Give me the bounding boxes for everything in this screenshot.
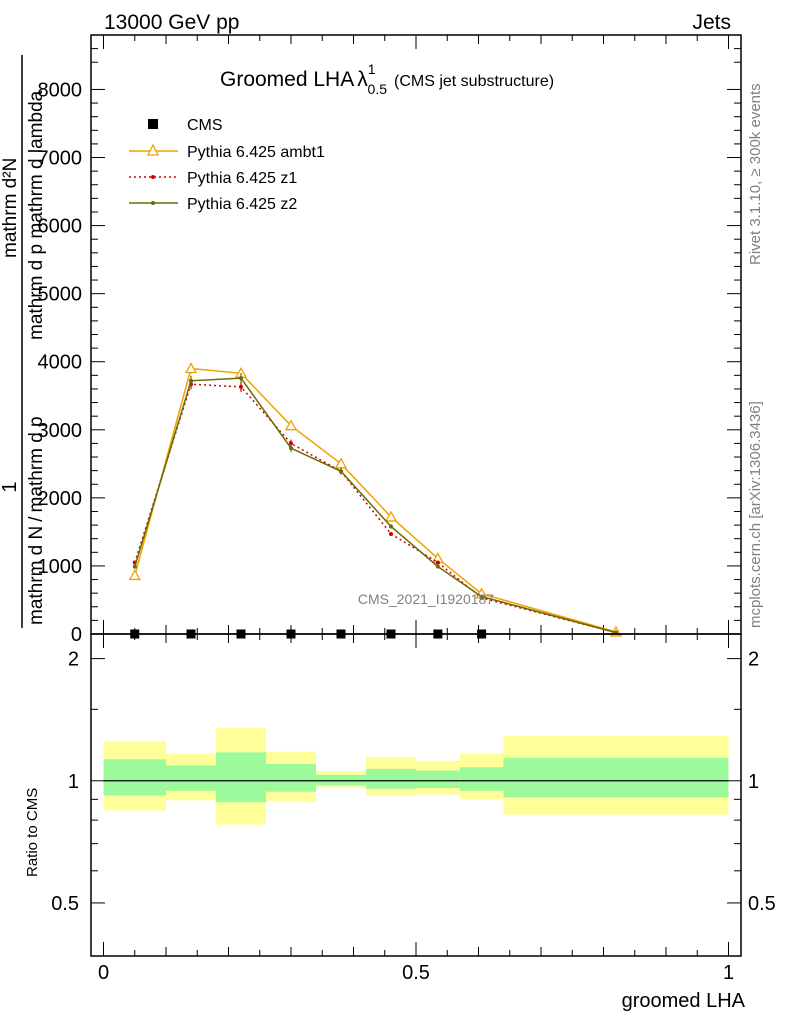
ratio-y-tick-label: 1 <box>68 771 79 793</box>
ratio-y-tick-label-right: 2 <box>748 649 759 671</box>
y-tick-label: 6000 <box>38 216 83 238</box>
legend-marker <box>146 143 160 156</box>
y-label-slash: / <box>26 516 47 522</box>
ratio-band-inner <box>366 768 416 789</box>
mcplots-site-label: mcplots.cern.ch [arXiv:1306.3436] <box>747 401 764 628</box>
data-point <box>435 560 440 565</box>
legend-item: Pythia 6.425 z2 <box>129 196 297 213</box>
ratio-band-inner <box>103 759 166 796</box>
legend-label: Pythia 6.425 ambt1 <box>187 144 325 161</box>
data-point <box>284 419 298 431</box>
y-tick-label: 7000 <box>38 148 83 170</box>
data-point <box>334 457 348 469</box>
rivet-version-label: Rivet 3.1.10, ≥ 300k events <box>747 83 764 265</box>
data-point <box>389 531 393 536</box>
title-note: (CMS jet substructure) <box>394 73 554 90</box>
data-point <box>239 384 243 389</box>
y-tick-label: 4000 <box>38 352 83 374</box>
y-tick-label: 8000 <box>38 79 83 101</box>
y-tick-label: 5000 <box>38 284 83 306</box>
data-point <box>479 594 484 599</box>
y-label-numerator-rest: mathrm d p mathrm d lambda <box>26 90 47 340</box>
ratio-band-inner <box>503 757 729 798</box>
ratio-band-inner <box>216 752 266 803</box>
ratio-ticks: 0.5 0.5 1 1 2 2 <box>51 634 776 956</box>
header-process-label: Jets <box>692 11 731 34</box>
legend-label: CMS <box>187 117 223 134</box>
data-point <box>128 569 141 581</box>
y-label-den-a: mathrm d N <box>26 526 47 625</box>
data-point <box>435 564 440 569</box>
legend-item: Pythia 6.425 z1 <box>129 170 297 187</box>
x-tick-label: 0 <box>98 962 109 984</box>
legend-marker <box>151 175 155 179</box>
y-label-numerator: mathrm d²N <box>0 158 21 258</box>
data-point <box>384 510 398 522</box>
y-label-den-b: mathrm d p <box>26 416 47 512</box>
data-point <box>239 376 243 381</box>
x-tick-label: 1 <box>723 962 734 984</box>
header-energy-label: 13000 GeV pp <box>104 11 239 34</box>
legend: CMS Pythia 6.425 ambt1 Pythia 6.425 z1 Pyth… <box>129 117 325 213</box>
main-series <box>128 362 623 639</box>
legend-marker <box>151 201 155 205</box>
ratio-frame <box>90 633 742 957</box>
main-y-ticks: 0 1000 2000 3000 4000 5000 6000 7000 8000 <box>38 35 741 646</box>
data-point <box>389 524 393 529</box>
legend-item: Pythia 6.425 ambt1 <box>129 143 325 161</box>
y-tick-label: 0 <box>71 624 82 646</box>
ratio-y-tick-label-right: 0.5 <box>748 893 776 915</box>
legend-item: CMS <box>148 117 223 134</box>
y-tick-label: 2000 <box>38 488 83 510</box>
main-y-axis-label: 1 mathrm d N / mathrm d p mathrm d²N mathr… <box>0 55 47 628</box>
y-label-denominator: mathrm d N / mathrm d p <box>26 416 47 625</box>
data-point <box>189 378 193 383</box>
legend-label: Pythia 6.425 z2 <box>187 196 297 213</box>
title-subscript: 0.5 <box>368 81 388 97</box>
y-label-one: 1 <box>0 481 21 492</box>
title-main: Groomed LHA <box>220 68 354 91</box>
data-point <box>339 469 343 474</box>
data-point <box>289 441 293 446</box>
title-superscript: 1 <box>368 61 376 77</box>
plot-title: Groomed LHA λ1 0.5 (CMS jet substructure) <box>220 61 554 97</box>
data-point <box>184 362 198 374</box>
y-tick-label: 1000 <box>38 556 83 578</box>
ratio-y-label: Ratio to CMS <box>24 788 41 877</box>
ratio-bands <box>103 727 729 825</box>
ratio-y-tick-label: 0.5 <box>51 893 79 915</box>
ratio-band-inner <box>266 763 316 792</box>
ratio-y-tick-label: 2 <box>68 649 79 671</box>
data-point <box>132 564 137 569</box>
x-tick-labels: 0 0.5 1 <box>98 962 734 984</box>
ratio-band-inner <box>459 767 504 791</box>
analysis-watermark: CMS_2021_I1920187 <box>358 591 494 607</box>
title-lambda: λ <box>357 68 368 91</box>
ratio-band-inner <box>166 765 216 791</box>
x-axis-label: groomed LHA <box>622 990 746 1012</box>
x-tick-label: 0.5 <box>402 962 430 984</box>
main-panel: 0 1000 2000 3000 4000 5000 6000 7000 8000 <box>38 34 742 646</box>
ratio-y-tick-label-right: 1 <box>748 771 759 793</box>
legend-label: Pythia 6.425 z1 <box>187 170 297 187</box>
y-tick-label: 3000 <box>38 420 83 442</box>
legend-marker <box>148 119 158 129</box>
ratio-band-inner <box>416 770 460 788</box>
ratio-panel: 0.5 0.5 1 1 2 2 <box>51 633 776 957</box>
ratio-band-inner <box>316 774 366 786</box>
data-point <box>289 446 293 451</box>
